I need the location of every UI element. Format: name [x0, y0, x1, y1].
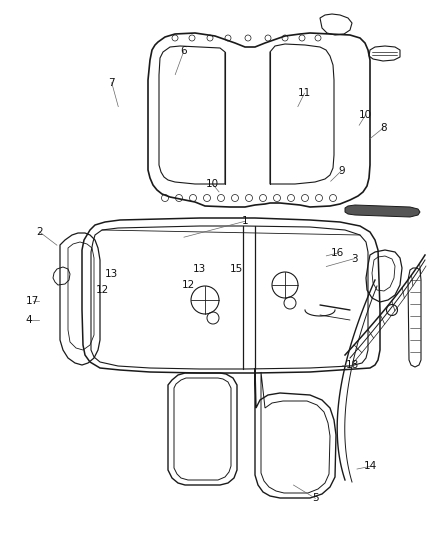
- Text: 8: 8: [380, 123, 387, 133]
- Text: 17: 17: [26, 296, 39, 306]
- Text: 14: 14: [364, 462, 377, 471]
- Text: 7: 7: [108, 78, 115, 87]
- Text: 6: 6: [180, 46, 187, 55]
- Text: 11: 11: [298, 88, 311, 98]
- Text: 12: 12: [96, 286, 110, 295]
- Text: 4: 4: [25, 315, 32, 325]
- Text: 16: 16: [331, 248, 344, 258]
- Text: 1: 1: [242, 216, 249, 226]
- Text: 9: 9: [338, 166, 345, 175]
- Polygon shape: [345, 205, 420, 217]
- Text: 15: 15: [230, 264, 243, 274]
- Text: 12: 12: [182, 280, 195, 290]
- Text: 2: 2: [36, 227, 43, 237]
- Text: 3: 3: [351, 254, 358, 263]
- Text: 10: 10: [359, 110, 372, 119]
- Text: 5: 5: [312, 494, 319, 503]
- Text: 13: 13: [193, 264, 206, 274]
- Text: 13: 13: [105, 270, 118, 279]
- Text: 18: 18: [346, 360, 359, 370]
- Text: 10: 10: [206, 179, 219, 189]
